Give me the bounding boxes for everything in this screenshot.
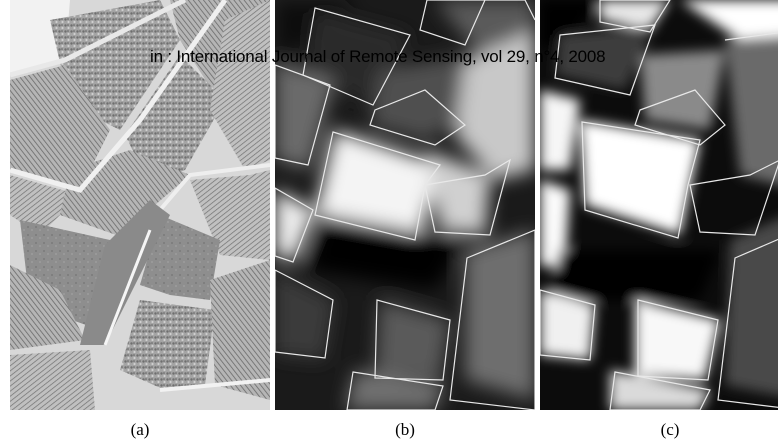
aerial-image-panel	[10, 0, 270, 410]
caption-a: (a)	[130, 420, 150, 439]
processed-map-panel-b	[275, 0, 535, 410]
caption-b: (b)	[395, 420, 415, 439]
citation-overlay: in : International Journal of Remote Sen…	[150, 47, 606, 66]
caption-c: (c)	[660, 420, 680, 439]
processed-map-panel-c	[540, 0, 778, 410]
